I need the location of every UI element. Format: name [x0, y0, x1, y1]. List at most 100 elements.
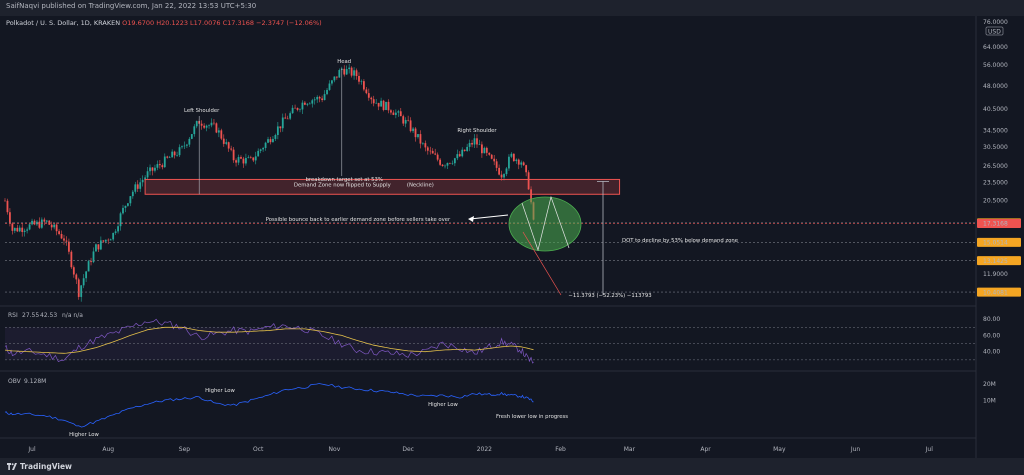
candle-body [397, 111, 400, 113]
candle-body [163, 156, 166, 168]
candle-body [131, 191, 134, 197]
candle-body [355, 70, 358, 76]
candle-body [272, 138, 274, 143]
y-tick-label: 48.0000 [983, 83, 1008, 90]
candle-body [289, 113, 292, 119]
candle-body [446, 162, 449, 166]
candle-body [6, 200, 9, 213]
candle-body [195, 121, 198, 127]
x-tick-label: Jul [925, 446, 934, 453]
candle-body [515, 159, 518, 162]
candle-body [466, 146, 469, 152]
candle-body [225, 142, 228, 144]
y-tick-label: 56.0000 [983, 62, 1008, 69]
candle-body [97, 244, 100, 250]
candle-body [363, 81, 365, 90]
candle-body [245, 158, 247, 164]
y-tick-label: 34.5000 [983, 128, 1008, 135]
candle-body [399, 111, 402, 117]
candle-body [80, 285, 83, 297]
candle-body [95, 244, 97, 252]
x-tick-label: Mar [624, 446, 636, 453]
candle-body [269, 139, 272, 143]
candle-body [28, 224, 31, 230]
candle-body [235, 160, 237, 163]
candle-body [72, 267, 75, 275]
candle-body [333, 76, 336, 81]
candle-body [139, 182, 142, 189]
rsi-ma-line [4, 326, 534, 354]
candle-body [449, 162, 451, 164]
candle-body [326, 89, 328, 95]
candle-body [43, 219, 46, 222]
obv-annotation: Higher Low [428, 402, 458, 408]
left-shoulder-label: Left Shoulder [184, 108, 220, 114]
candle-body [461, 149, 464, 157]
candle-body [505, 168, 508, 175]
candle-body [254, 156, 257, 161]
candle-body [434, 153, 437, 155]
candle-body [525, 165, 528, 173]
candle-body [468, 142, 471, 147]
candle-body [429, 150, 432, 152]
candle-body [313, 99, 316, 101]
candle-body [171, 151, 174, 158]
candle-body [45, 220, 48, 222]
candle-body [240, 157, 242, 159]
candle-body [419, 134, 422, 144]
candle-body [284, 117, 287, 119]
candle-body [358, 75, 360, 82]
candle-body [296, 108, 299, 110]
rsi-tick-label: 80.00 [983, 316, 1000, 323]
candle-body [394, 112, 397, 115]
candle-body [392, 112, 395, 115]
candle-body [230, 148, 233, 150]
candle-body [114, 231, 117, 233]
demand-zone-label: Demand Zone now flipped to Supply [294, 182, 391, 188]
bounce-arrow [469, 214, 509, 220]
candle-body [99, 240, 102, 250]
candle-body [112, 232, 115, 240]
candle-body [412, 128, 414, 132]
x-tick-label: Apr [700, 446, 711, 453]
candle-body [146, 171, 149, 178]
candle-body [117, 226, 119, 232]
candle-body [36, 221, 38, 225]
candle-body [390, 110, 392, 113]
candle-body [161, 165, 164, 168]
x-tick-label: 2022 [477, 446, 492, 453]
candle-body [431, 150, 434, 154]
candle-body [417, 134, 419, 138]
currency-box [985, 26, 1004, 36]
candle-body [173, 151, 176, 156]
candle-body [508, 156, 510, 169]
x-tick-label: Nov [329, 446, 341, 453]
candle-body [402, 116, 405, 124]
candle-body [50, 224, 53, 228]
candle-body [276, 126, 279, 136]
candle-body [444, 165, 446, 167]
ohlc-values: O19.6700 H20.1223 L17.0076 C17.3168 −2.3… [122, 19, 322, 27]
candle-body [213, 122, 215, 124]
candle-body [367, 93, 370, 98]
symbol-name: Polkadot / U. S. Dollar, 1D, KRAKEN [6, 19, 121, 27]
candle-body [370, 97, 373, 100]
footer-bar: TradingView [0, 458, 1024, 475]
rsi-value: 27.55 [22, 312, 39, 319]
candle-body [90, 261, 92, 263]
candle-body [331, 80, 333, 84]
candle-body [262, 147, 265, 150]
candle-body [360, 81, 363, 82]
symbol-legend: Polkadot / U. S. Dollar, 1D, KRAKEN O19.… [6, 19, 322, 27]
candle-body [267, 139, 269, 143]
x-tick-label: Jun [850, 446, 861, 453]
candle-body [495, 161, 498, 168]
x-tick-label: Jul [27, 446, 36, 453]
obv-annotation: Fresh lower low in progress [496, 414, 568, 420]
publisher-bar: SaifNaqvi published on TradingView.com, … [0, 0, 1024, 16]
candle-body [156, 164, 159, 168]
price-chart[interactable]: Demand Zone now flipped to Supply (Neckli… [0, 0, 1024, 458]
obv-annotation: Higher Low [69, 432, 99, 438]
candle-body [53, 224, 56, 228]
candle-body [4, 200, 6, 202]
